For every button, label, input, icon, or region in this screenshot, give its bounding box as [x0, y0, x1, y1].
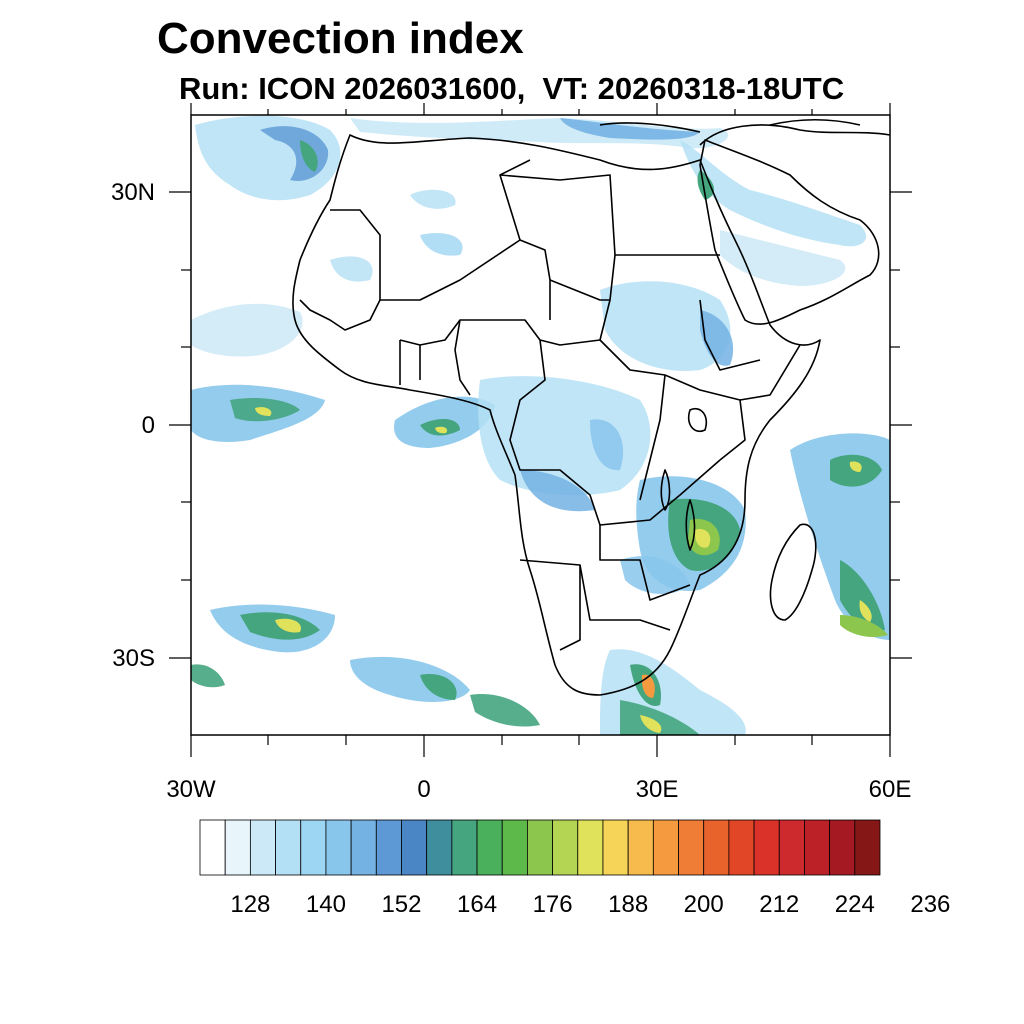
colorbar-swatch [577, 819, 604, 876]
africa-coastline [292, 134, 821, 696]
colorbar-swatch [476, 819, 503, 876]
colorbar-swatch [804, 819, 831, 876]
colorbar-labels: 128 140 152 164 176 188 200 212 224 236 [230, 891, 950, 918]
map-title: Convection index [157, 14, 524, 63]
colorbar-tick-label: 176 [533, 891, 573, 918]
colorbar-swatch [350, 819, 377, 876]
colorbar-tick-label: 236 [910, 891, 950, 918]
lon-label-60e: 60E [869, 776, 912, 803]
colorbar-tick-label: 188 [608, 891, 648, 918]
colorbar-swatch [300, 819, 327, 876]
coastlines-borders [292, 118, 890, 696]
colorbar-swatch [753, 819, 780, 876]
colorbar-swatch [728, 819, 755, 876]
colorbar-swatch [275, 819, 302, 876]
colorbar-swatch [602, 819, 629, 876]
colorbar-tick-label: 212 [759, 891, 799, 918]
colorbar-swatch [451, 819, 478, 876]
colorbar-swatch [778, 819, 805, 876]
lon-label-0: 0 [417, 776, 430, 803]
colorbar-swatch [224, 819, 251, 876]
arabia-outline [699, 139, 880, 325]
convection-field [191, 115, 890, 735]
colorbar-swatch [375, 819, 402, 876]
lat-label-30n: 30N [111, 179, 155, 206]
colorbar-swatch [325, 819, 352, 876]
colorbar-tick-label: 200 [684, 891, 724, 918]
colorbar-tick-label: 224 [835, 891, 875, 918]
colorbar-swatch [501, 819, 528, 876]
colorbar-swatch [627, 819, 654, 876]
colorbar-swatch [829, 819, 856, 876]
madagascar-outline [769, 523, 817, 621]
colorbar-swatch [552, 819, 579, 876]
colorbar-swatch [678, 819, 705, 876]
colorbar-swatch [199, 819, 226, 876]
colorbar-swatch [527, 819, 553, 876]
colorbar-swatch [652, 819, 679, 876]
lat-label-30s: 30S [112, 645, 155, 672]
colorbar-swatch [249, 819, 276, 876]
colorbar-tick-label: 164 [457, 891, 497, 918]
colorbar [199, 819, 881, 876]
colorbar-swatch [426, 819, 453, 876]
colorbar-tick-label: 152 [381, 891, 421, 918]
run-info-subtitle: Run: ICON 2026031600, VT: 20260318-18UTC [179, 71, 845, 106]
lon-label-30e: 30E [636, 776, 679, 803]
lat-label-0: 0 [142, 412, 155, 439]
colorbar-swatch [854, 819, 881, 876]
colorbar-tick-label: 128 [230, 891, 270, 918]
colorbar-swatch [703, 819, 730, 876]
lon-label-30w: 30W [166, 776, 216, 803]
colorbar-tick-label: 140 [306, 891, 346, 918]
axis-ticks [169, 103, 912, 757]
colorbar-swatch [401, 819, 428, 876]
